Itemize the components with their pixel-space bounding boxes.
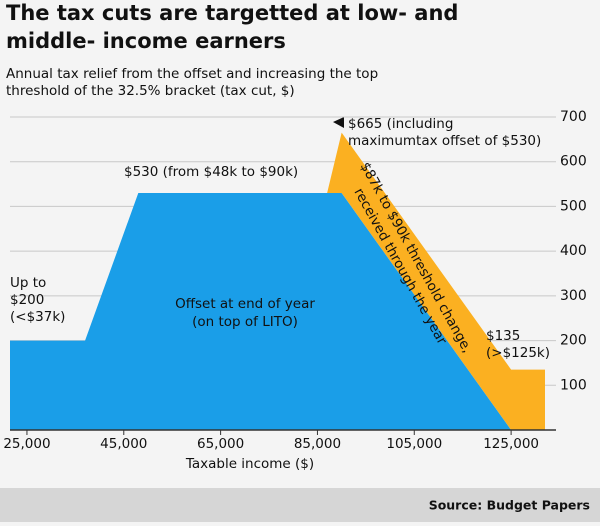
- x-tick-label: 125,000: [483, 436, 539, 452]
- chart-title: The tax cuts are targetted at low- and: [6, 1, 458, 25]
- x-tick-label: 25,000: [3, 436, 50, 452]
- y-tick-label: 200: [560, 333, 587, 349]
- x-tick-label: 85,000: [294, 436, 341, 452]
- source: Source: Budget Papers: [429, 498, 590, 513]
- annotation: $135: [486, 328, 520, 344]
- y-tick-label: 300: [560, 288, 587, 304]
- area: [10, 132, 545, 430]
- y-tick-label: 100: [560, 377, 587, 393]
- chart-subtitle: threshold of the 32.5% bracket (tax cut,…: [6, 83, 295, 99]
- x-tick-label: 45,000: [100, 436, 147, 452]
- annotation: $200: [10, 292, 44, 308]
- x-axis-label: Taxable income ($): [185, 456, 314, 472]
- y-tick-label: 500: [560, 198, 587, 214]
- annotation: $665 (including: [348, 116, 453, 132]
- footer-bar: [0, 488, 600, 522]
- annotation: (>$125k): [486, 345, 550, 361]
- annotation: (<$37k): [10, 309, 65, 325]
- x-tick-label: 65,000: [197, 436, 244, 452]
- annotation: maximumtax offset of $530): [348, 133, 541, 149]
- y-tick-label: 400: [560, 243, 587, 259]
- legend-label: Offset at end of year: [175, 296, 315, 312]
- legend-label: (on top of LITO): [192, 314, 298, 330]
- chart-subtitle: Annual tax relief from the offset and in…: [6, 66, 378, 82]
- x-tick-label: 105,000: [386, 436, 442, 452]
- area: [10, 193, 545, 430]
- annotation-arrow: [333, 117, 344, 128]
- chart-title: middle- income earners: [6, 29, 286, 53]
- y-tick-label: 600: [560, 154, 587, 170]
- y-tick-label: 700: [560, 109, 587, 125]
- annotation: $530 (from $48k to $90k): [124, 164, 298, 180]
- annotation: Up to: [10, 275, 46, 291]
